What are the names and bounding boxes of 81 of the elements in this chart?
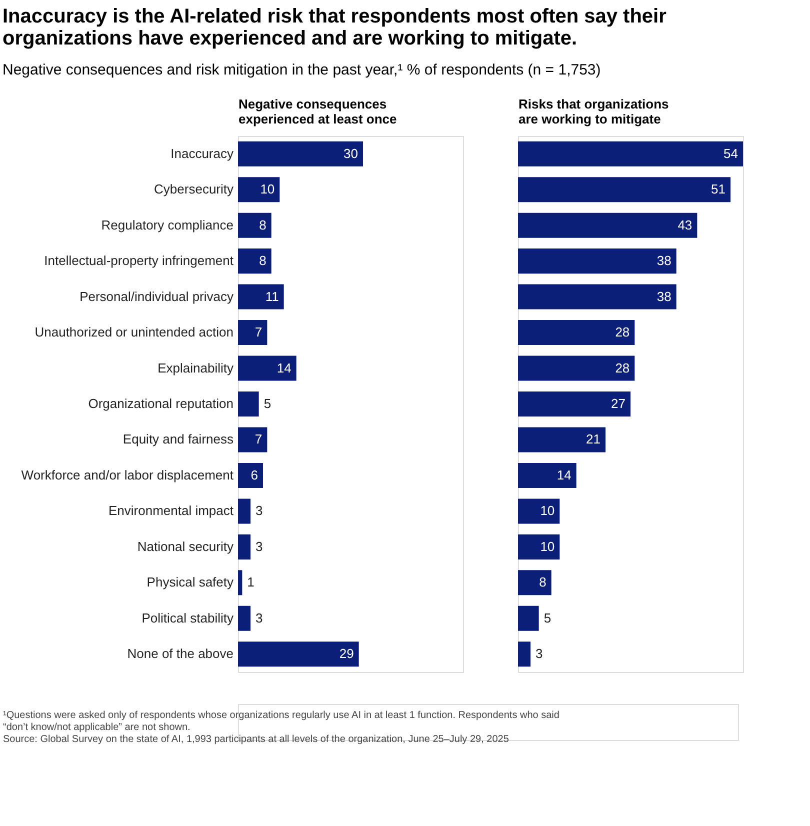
data-label: 8	[259, 217, 266, 232]
data-label: 10	[260, 182, 275, 197]
data-label: 7	[254, 324, 262, 340]
data-label: 10	[540, 503, 555, 518]
data-label: 5	[264, 396, 272, 411]
data-label: 43	[678, 217, 692, 232]
bar	[518, 391, 630, 417]
data-label: 8	[539, 574, 546, 590]
bar	[518, 462, 576, 488]
data-label: 1	[247, 574, 254, 590]
data-label: 29	[339, 646, 354, 662]
bar	[518, 177, 730, 202]
data-label: 8	[259, 253, 266, 268]
y-tick-label: Organizational reputation	[88, 396, 234, 411]
bar	[238, 284, 284, 310]
y-tick-label: Equity and fairness	[122, 432, 234, 447]
bar	[518, 498, 560, 524]
bar	[518, 141, 743, 166]
y-tick-label: Inaccuracy	[170, 146, 234, 161]
bar	[238, 606, 250, 631]
data-label: 27	[611, 396, 626, 411]
bar	[518, 570, 552, 596]
x-axis-title: Negative consequences experienced at least once	[238, 96, 397, 126]
y-tick-label: National security	[137, 538, 234, 554]
data-label: 21	[586, 432, 600, 447]
data-label: 11	[265, 288, 279, 304]
y-tick-label: Regulatory compliance	[101, 217, 234, 232]
data-label: 38	[656, 253, 672, 268]
data-label: 3	[256, 503, 263, 518]
data-label: 6	[250, 467, 258, 482]
data-label: 10	[540, 538, 555, 554]
chart-subtitle: Negative consequences and risk mitigation in the past year,¹ % of respondents (n = 1,753)	[2, 62, 601, 78]
bar	[238, 462, 263, 488]
data-label: 5	[544, 610, 552, 626]
bar	[518, 248, 676, 274]
bar	[238, 642, 359, 667]
data-label: 54	[724, 146, 738, 161]
y-tick-label: None of the above	[127, 646, 234, 662]
data-label: 7	[254, 432, 262, 447]
y-tick-label: Explainability	[158, 360, 234, 376]
bar	[518, 534, 560, 560]
y-tick-label: Unauthorized or unintended action	[34, 324, 234, 340]
text: ¹Questions were asked only of respondents whose organizations regularly use AI in at least 1 function. Respondents who said “don’t know/not applicable” are not shown.	[3, 710, 560, 733]
y-tick-label: Physical safety	[146, 574, 234, 590]
bar	[518, 606, 539, 631]
y-tick-label: Personal/individual privacy	[80, 288, 234, 304]
bar	[238, 356, 296, 381]
chart-title: Inaccuracy is the AI-related risk that respondents most often say their organizations have experienced and are working to mitigate.	[2, 6, 667, 50]
data-label: 38	[656, 288, 672, 304]
bar	[238, 248, 272, 274]
bar	[238, 177, 280, 202]
bar	[518, 320, 635, 346]
bar	[238, 141, 363, 166]
bar	[238, 534, 250, 560]
source-note: Source: Global Survey on the state of AI, 1,993 participants at all levels of the organization, June 25–July 29, 2025	[3, 734, 510, 745]
bar	[238, 212, 272, 238]
data-label: 3	[256, 538, 263, 554]
y-tick-label: Workforce and/or labor displacement	[21, 467, 234, 482]
bar	[238, 570, 242, 596]
bar	[518, 212, 698, 238]
y-tick-label: Political stability	[142, 610, 234, 626]
y-tick-label: Cybersecurity	[154, 182, 234, 197]
bar	[238, 498, 250, 524]
data-label: 28	[615, 360, 630, 376]
data-label: 3	[256, 610, 263, 626]
data-label: 51	[711, 182, 726, 197]
y-tick-label: Environmental impact	[108, 503, 234, 518]
data-label: 28	[615, 324, 630, 340]
bar	[518, 356, 635, 381]
data-label: 3	[536, 646, 543, 662]
data-label: 14	[556, 467, 572, 482]
bar	[238, 320, 268, 346]
bar	[518, 284, 676, 310]
bar	[238, 391, 259, 417]
data-label: 30	[344, 146, 358, 161]
x-axis-title: Risks that organizations are working to mitigate	[518, 96, 669, 126]
data-label: 14	[276, 360, 292, 376]
y-tick-label: Intellectual-property infringement	[44, 253, 234, 268]
bar	[518, 427, 606, 452]
bar	[238, 427, 268, 452]
bar	[518, 642, 530, 667]
